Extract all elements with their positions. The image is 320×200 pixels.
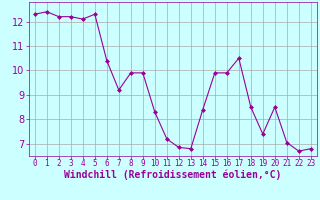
X-axis label: Windchill (Refroidissement éolien,°C): Windchill (Refroidissement éolien,°C) [64, 170, 282, 180]
